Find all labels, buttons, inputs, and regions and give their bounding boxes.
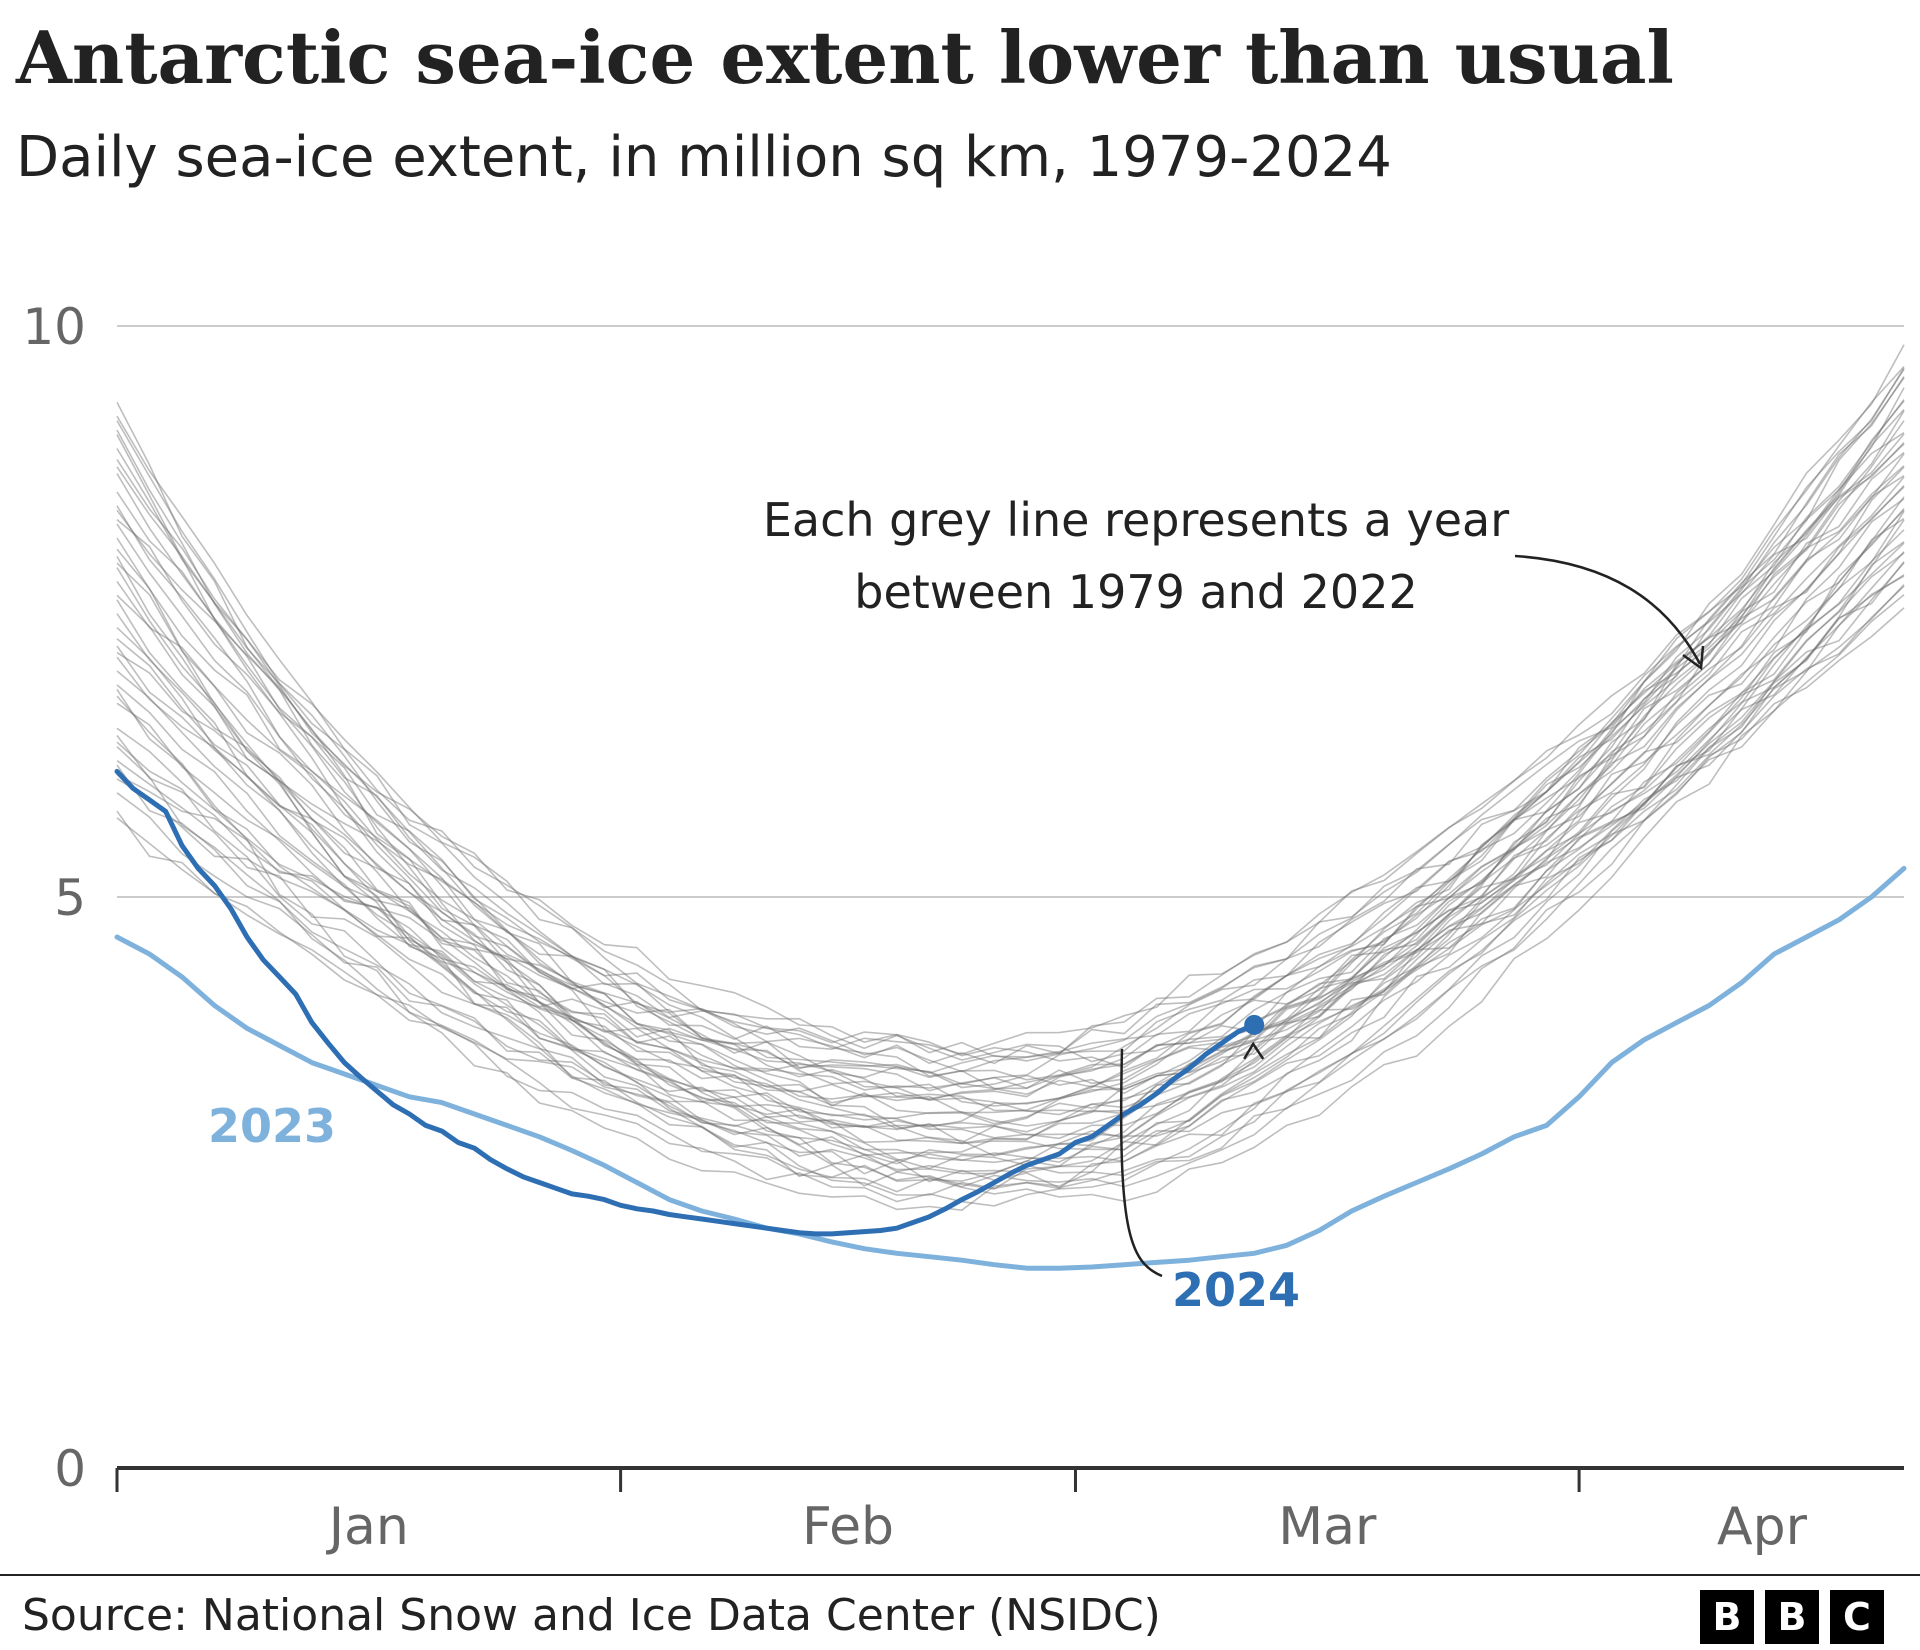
grey-year-line: [116, 551, 1905, 1203]
grey-year-line: [116, 368, 1905, 1165]
grey-year-line: [116, 475, 1905, 1104]
x-tick-label: Feb: [802, 1497, 894, 1557]
grey-year-line: [116, 366, 1905, 1127]
logo-letter-c: C: [1830, 1590, 1884, 1644]
highlighted-series: [114, 768, 1907, 1271]
grey-year-line: [116, 542, 1905, 1058]
grey-year-line: [116, 420, 1905, 1207]
grey-year-line: [116, 387, 1905, 1163]
annotation-line-1: Each grey line represents a year: [763, 493, 1509, 547]
series-2024-line: [114, 768, 1257, 1237]
grey-year-line: [116, 476, 1905, 1128]
grey-year-line: [116, 420, 1905, 1114]
grey-year-line: [116, 505, 1905, 1188]
axes: 0 5 10 Jan Feb Mar Apr: [22, 298, 1904, 1557]
grey-year-line: [116, 509, 1905, 1069]
grey-year-line: [116, 465, 1905, 1101]
grey-year-line: [116, 451, 1905, 1073]
series-2024-label: 2024: [1172, 1263, 1300, 1317]
grey-year-line: [116, 594, 1905, 1095]
grey-year-line: [116, 584, 1905, 1090]
sea-ice-chart: 0 5 10 Jan Feb Mar Apr 2023 2024 Each grey line …: [22, 298, 1907, 1557]
grey-year-line: [116, 432, 1905, 1056]
grey-year-line: [116, 508, 1905, 1151]
chart-title: Antarctic sea-ice extent lower than usua…: [16, 15, 1674, 100]
grey-year-line: [116, 453, 1905, 1092]
annotation-line-2: between 1979 and 2022: [854, 565, 1417, 619]
annotation-arrowhead: [1682, 645, 1705, 671]
series-2024-arrow: [1119, 1048, 1163, 1278]
footer-divider: [0, 1574, 1920, 1576]
logo-letter-b2: B: [1765, 1590, 1819, 1644]
logo-letter-b1: B: [1700, 1590, 1754, 1644]
grey-year-line: [116, 344, 1905, 1116]
grey-year-line: [116, 442, 1905, 1065]
grey-year-line: [116, 552, 1905, 1063]
grey-year-line: [116, 399, 1905, 1175]
y-tick-label: 0: [54, 1440, 86, 1498]
source-note: Source: National Snow and Ice Data Cente…: [22, 1590, 1161, 1641]
x-tick-label: Jan: [326, 1497, 409, 1557]
annotation-arrow: [1514, 554, 1702, 665]
grey-year-line: [116, 400, 1905, 1190]
grey-year-line: [116, 519, 1905, 1177]
grey-year-line: [116, 466, 1905, 1113]
chart-subtitle: Daily sea-ice extent, in million sq km, …: [16, 125, 1392, 190]
series-2024-arrowhead: [1243, 1041, 1265, 1060]
grey-year-line: [116, 575, 1905, 1096]
series-2023-line: [114, 865, 1907, 1271]
grey-year-line: [116, 496, 1905, 1144]
grey-year-line: [116, 509, 1905, 1164]
grey-year-line: [116, 486, 1905, 1129]
grey-year-line: [116, 367, 1905, 1145]
grey-year-line: [116, 448, 1905, 1125]
historical-year-lines: [116, 344, 1905, 1212]
annotations: 2023 2024 Each grey line represents a year…: [208, 493, 1705, 1317]
grey-year-line: [116, 498, 1905, 1137]
grey-year-line: [116, 466, 1905, 1081]
y-tick-label: 10: [22, 298, 86, 356]
series-2023-label: 2023: [208, 1099, 336, 1153]
grey-year-line: [116, 433, 1905, 1074]
grey-year-line: [116, 401, 1905, 1157]
grey-year-line: [116, 561, 1905, 1212]
grey-year-line: [116, 415, 1905, 1085]
grey-year-line: [116, 376, 1905, 1140]
grey-year-line: [116, 410, 1905, 1196]
grey-year-line: [116, 510, 1905, 1189]
y-tick-label: 5: [54, 869, 86, 927]
x-tick-label: Apr: [1717, 1497, 1808, 1557]
series-2024-endpoint: [1244, 1014, 1265, 1035]
bbc-logo: B B C: [1700, 1590, 1884, 1644]
grey-year-line: [116, 377, 1905, 1157]
grey-year-line: [116, 529, 1905, 1183]
x-tick-label: Mar: [1278, 1497, 1377, 1557]
gridlines: [117, 325, 1904, 898]
grey-year-line: [116, 585, 1905, 1107]
